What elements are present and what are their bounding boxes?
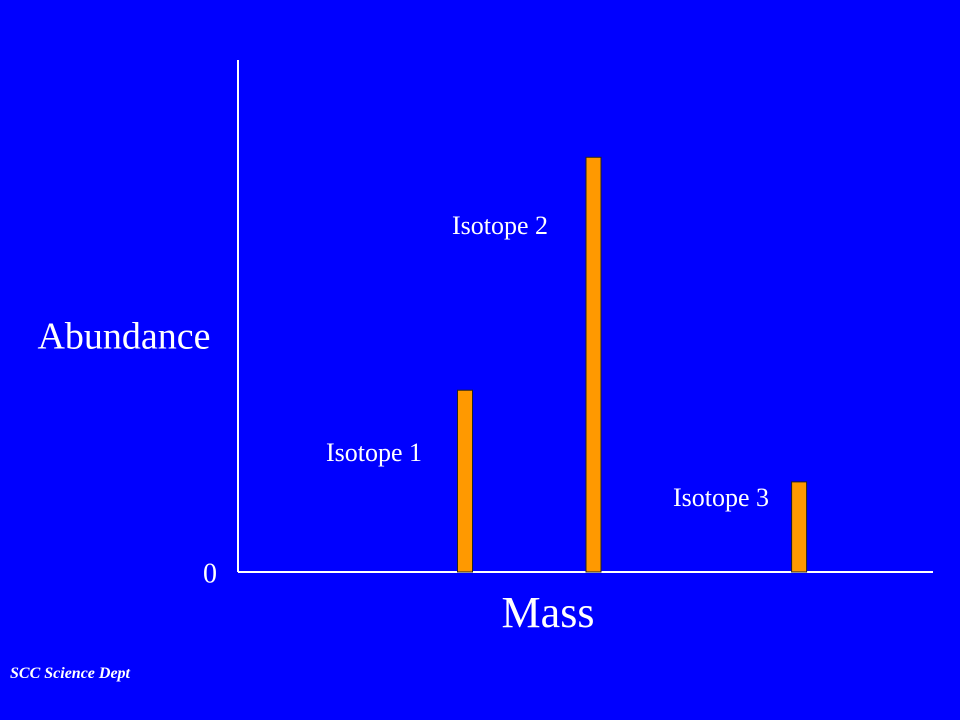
plot-area: 0 Abundance Mass Isotope 1 Isotope 2 Isotope … <box>37 60 933 637</box>
bar-3 <box>791 481 808 573</box>
footer-credit: SCC Science Dept <box>10 665 130 682</box>
y-tick-label: 0 <box>203 558 217 589</box>
x-axis-label: Mass <box>502 588 595 637</box>
bar-label-2: Isotope 2 <box>452 211 548 240</box>
bar-label-3: Isotope 3 <box>673 483 769 512</box>
y-axis-label: Abundance <box>37 316 210 358</box>
bar-1 <box>457 389 473 573</box>
bar-label-1: Isotope 1 <box>326 438 422 467</box>
bar-2 <box>585 156 602 573</box>
